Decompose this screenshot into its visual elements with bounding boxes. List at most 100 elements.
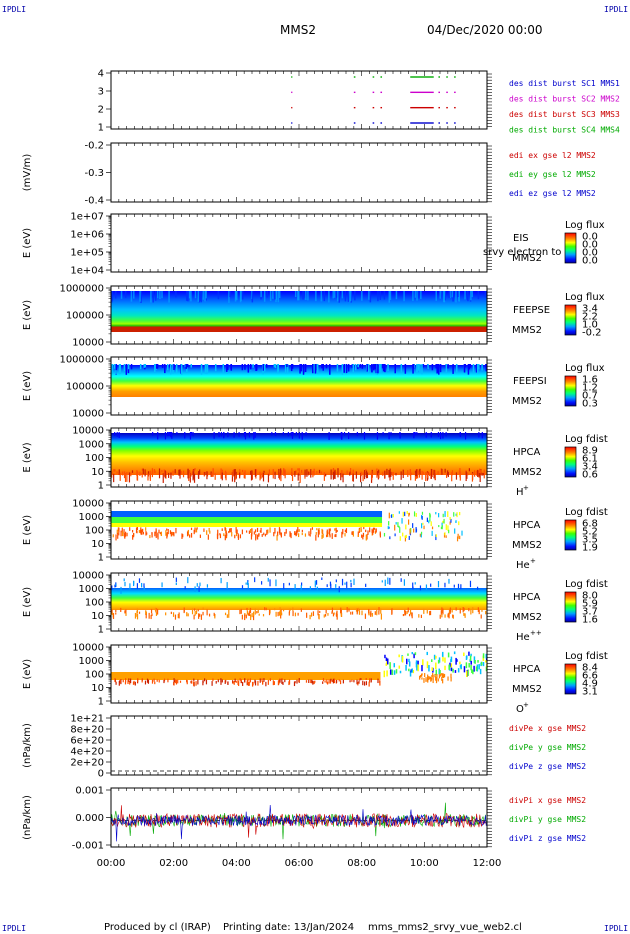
- spectrogram-cell: [459, 661, 461, 665]
- spectrogram-cell: [257, 609, 259, 613]
- spectrogram-cell: [220, 681, 222, 685]
- spectrogram-cell: [426, 651, 428, 656]
- spectrogram-cell: [441, 673, 444, 678]
- spectrogram-cell: [413, 511, 416, 517]
- spectrogram-cell: [395, 291, 398, 300]
- spectrogram-cell: [338, 586, 340, 593]
- spectrogram-cell: [298, 679, 300, 683]
- spectrogram-cell: [179, 680, 182, 683]
- y-axis-label: (nPa/km): [22, 795, 33, 840]
- y-tick-label: 2: [98, 105, 104, 116]
- spectrogram-cell: [394, 533, 396, 537]
- spectrogram-cell: [398, 511, 400, 514]
- spectrogram-cell: [293, 681, 296, 687]
- spectrogram-cell: [124, 610, 126, 614]
- spectrogram-cell: [208, 527, 210, 532]
- spectrogram-cell: [279, 609, 282, 616]
- spectrogram-cell: [417, 364, 420, 371]
- spectrogram-cell: [410, 472, 412, 475]
- spectrogram-cell: [342, 528, 344, 535]
- spectrogram-cell: [111, 291, 114, 301]
- spectrogram-cell: [444, 291, 447, 301]
- spectrogram-cell: [358, 528, 360, 532]
- spectrogram-cell: [435, 534, 437, 541]
- spectrogram-cell: [227, 432, 229, 438]
- spectrogram-cell: [134, 612, 137, 619]
- spectrogram-cell: [251, 291, 254, 303]
- spectrogram-cell: [372, 527, 375, 533]
- spectrogram-cell: [371, 364, 373, 372]
- spectrogram-cell: [433, 654, 436, 660]
- spectrogram-cell: [429, 676, 431, 680]
- spectrogram-cell: [258, 613, 260, 616]
- spectrogram-cell: [296, 679, 298, 684]
- spectrogram-cell: [435, 662, 437, 670]
- corner-tag-bottom-right: IPDLI: [604, 924, 628, 933]
- spectrogram-cell: [387, 577, 389, 585]
- spectrogram-cell: [282, 681, 284, 685]
- legend-entry: edi ey gse l2 MMS2: [509, 170, 596, 179]
- colorbar-tick-label: 5.9: [582, 599, 598, 610]
- spectrogram-cell: [253, 432, 255, 440]
- spectrogram-cell: [240, 608, 242, 614]
- spectrogram-cell: [311, 527, 314, 530]
- spectrogram-cell: [433, 469, 435, 479]
- spectrogram-cell: [442, 513, 444, 518]
- spectrogram-cell: [288, 610, 291, 614]
- spectrogram-cell: [188, 472, 190, 481]
- spectrogram-cell: [456, 512, 458, 518]
- colorbar-tick-label: 3.7: [582, 607, 598, 618]
- spectrogram-cell: [444, 665, 446, 671]
- spectrogram-cell: [463, 612, 465, 616]
- spectrogram-cell: [415, 528, 418, 532]
- spectrogram-cell: [389, 536, 391, 540]
- spectrogram-cell: [136, 613, 139, 620]
- spectrogram-cell: [344, 582, 346, 585]
- burst-mark: [353, 76, 356, 78]
- spectrogram-cell: [261, 678, 263, 682]
- spectrogram-cell: [333, 291, 336, 298]
- spectrogram-cell: [138, 578, 141, 583]
- spectrogram-cell: [407, 653, 409, 656]
- spectrogram-cell: [431, 659, 433, 662]
- spectrogram-cell: [280, 468, 282, 476]
- spectrogram-cell: [418, 472, 421, 478]
- spectrogram-cell: [261, 472, 264, 478]
- spectrogram-cell: [241, 291, 244, 300]
- spectrogram-cell: [165, 612, 167, 616]
- spectrogram-cell: [402, 532, 404, 537]
- spectrogram-cell: [376, 609, 378, 616]
- spectrogram-cell: [447, 652, 450, 658]
- spectrogram-cell: [239, 472, 241, 479]
- spectrogram-cell: [274, 608, 276, 611]
- spectrogram-cell: [199, 613, 201, 617]
- spectrogram-cell: [169, 432, 171, 436]
- spectrogram-cell: [260, 473, 262, 479]
- burst-mark: [410, 76, 434, 78]
- y-tick-label: 1: [98, 553, 104, 564]
- spectrogram-cell: [438, 657, 441, 663]
- spectrogram-cell: [257, 680, 259, 686]
- spectrogram-cell: [272, 469, 274, 479]
- spectrogram-cell: [362, 534, 364, 540]
- spectrogram-cell: [363, 681, 366, 686]
- y-tick-label: 1: [98, 123, 104, 134]
- spectrogram-cell: [144, 469, 146, 477]
- spectrogram-cell: [321, 528, 323, 534]
- spectrogram-cell: [425, 472, 427, 482]
- spectrogram-cell: [476, 470, 478, 476]
- spectrogram-cell: [468, 651, 470, 656]
- spectrogram-cell: [443, 291, 446, 303]
- spectrogram-cell: [114, 678, 116, 682]
- species-charge-label: +: [523, 484, 529, 492]
- spectrogram-cell: [140, 527, 142, 531]
- spectrogram-cell: [246, 581, 249, 585]
- spectrogram-cell: [294, 471, 296, 477]
- spectrogram-cell: [251, 612, 253, 618]
- spectrogram-cell: [430, 677, 432, 682]
- spectrogram-cell: [234, 472, 236, 483]
- spectrogram-cell: [194, 610, 196, 616]
- spectrogram-cell: [289, 531, 291, 537]
- spectrogram-cell: [220, 432, 223, 437]
- spectrogram-cell: [313, 681, 315, 685]
